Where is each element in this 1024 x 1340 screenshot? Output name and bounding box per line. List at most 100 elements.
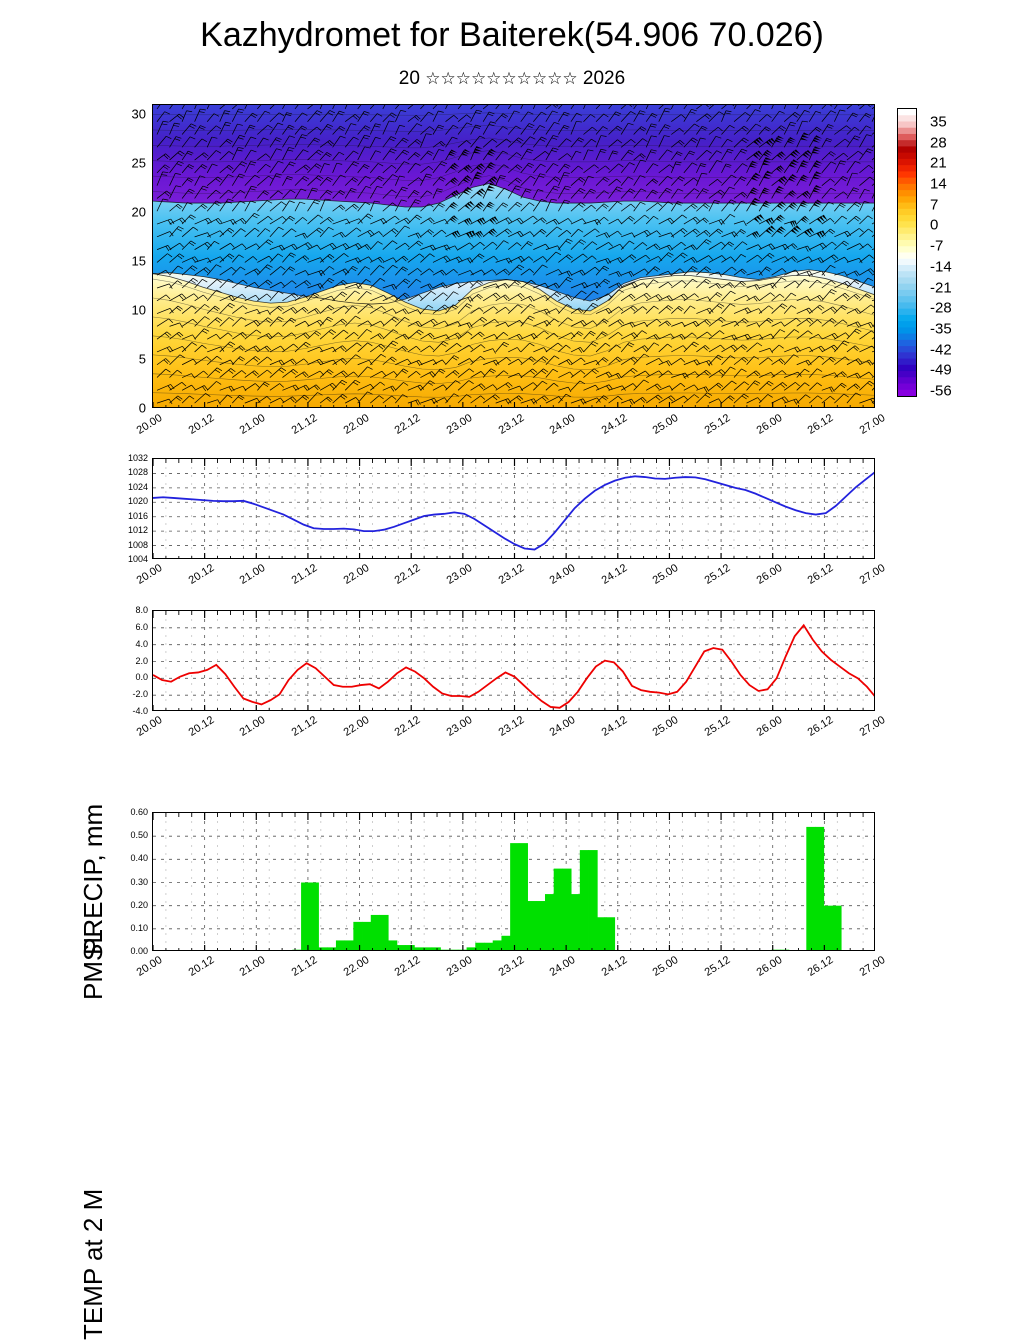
y-axis-tick-label: -2.0 <box>104 689 148 699</box>
x-axis-tick-label: 21.00 <box>238 714 268 739</box>
x-axis-tick-label: 25.00 <box>651 714 681 739</box>
precip-bar <box>606 917 615 951</box>
y-axis-tick-label: 1024 <box>104 482 148 492</box>
cross-section-canvas <box>153 105 875 408</box>
precip-bar <box>432 947 441 951</box>
x-axis-tick-label: 20.00 <box>135 562 165 587</box>
x-axis-tick-label: 20.12 <box>186 562 216 587</box>
precip-bar <box>362 922 371 951</box>
x-axis-tick-label: 26.12 <box>806 562 836 587</box>
precip-bar <box>475 943 484 951</box>
x-axis-tick-label: 24.12 <box>599 412 629 437</box>
x-axis-tick-label: 27.00 <box>858 954 888 979</box>
x-axis-tick-label: 25.12 <box>703 412 733 437</box>
x-axis-tick-label: 27.00 <box>858 714 888 739</box>
precip-bar <box>388 940 397 951</box>
precip-bar <box>580 850 589 951</box>
precip-bar <box>519 843 528 951</box>
cross-section-plot[interactable] <box>152 104 875 408</box>
x-axis-tick-label: 20.12 <box>186 412 216 437</box>
y-axis-tick-label: 0.30 <box>104 877 148 887</box>
y-axis-tick-label: 25 <box>104 155 146 170</box>
y-axis-tick-label: 1032 <box>104 453 148 463</box>
precip-bar <box>824 906 833 951</box>
pmsl-canvas <box>153 459 875 559</box>
x-axis-tick-label: 25.00 <box>651 562 681 587</box>
precip-bar <box>353 922 362 951</box>
precip-bar <box>501 936 510 951</box>
precip-bar <box>345 940 354 951</box>
x-axis-tick-label: 21.12 <box>290 954 320 979</box>
x-axis-tick-label: 26.00 <box>754 714 784 739</box>
precip-bar <box>414 947 423 951</box>
y-axis-tick-label: 1008 <box>104 540 148 550</box>
x-axis-tick-label: 21.00 <box>238 562 268 587</box>
x-axis-tick-label: 25.12 <box>703 562 733 587</box>
precip-bar <box>336 940 345 951</box>
y-axis-tick-label: 0 <box>104 401 146 416</box>
precip-canvas <box>153 813 875 951</box>
x-axis-tick-label: 25.12 <box>703 954 733 979</box>
precip-bar <box>301 883 310 952</box>
precip-bar <box>562 869 571 951</box>
x-axis-tick-label: 24.12 <box>599 714 629 739</box>
x-axis-tick-label: 22.12 <box>393 714 423 739</box>
precip-bar <box>292 950 301 951</box>
x-axis-tick-label: 24.00 <box>548 714 578 739</box>
x-axis-tick-label: 24.00 <box>548 412 578 437</box>
x-axis-tick-label: 26.12 <box>806 412 836 437</box>
y-axis-tick-label: 0.40 <box>104 853 148 863</box>
x-axis-tick-label: 23.12 <box>496 562 526 587</box>
x-axis-tick-label: 21.12 <box>290 562 320 587</box>
precip-bar <box>528 901 537 951</box>
x-axis-tick-label: 24.00 <box>548 562 578 587</box>
x-axis-tick-label: 26.00 <box>754 954 784 979</box>
x-axis-tick-label: 24.12 <box>599 954 629 979</box>
x-axis-tick-label: 21.12 <box>290 412 320 437</box>
meteogram-page: Kazhydromet for Baiterek(54.906 70.026) … <box>0 0 1024 1024</box>
temp-canvas <box>153 611 875 711</box>
precip-bar <box>545 894 554 951</box>
temperature-colorbar[interactable] <box>897 108 917 397</box>
x-axis-tick-label: 24.00 <box>548 954 578 979</box>
x-axis-tick-label: 21.12 <box>290 714 320 739</box>
x-axis-tick-label: 20.00 <box>135 954 165 979</box>
precip-bar <box>832 906 841 951</box>
y-axis-tick-label: 0.50 <box>104 830 148 840</box>
y-axis-tick-label: 0.60 <box>104 807 148 817</box>
precip-bar <box>327 947 336 951</box>
x-axis-tick-label: 27.00 <box>858 562 888 587</box>
y-axis-tick-label: 10 <box>104 302 146 317</box>
x-axis-tick-label: 22.12 <box>393 562 423 587</box>
y-axis-tick-label: 1004 <box>104 554 148 564</box>
x-axis-tick-label: 25.12 <box>703 714 733 739</box>
precip-bar <box>310 883 319 952</box>
x-axis-tick-label: 22.00 <box>341 954 371 979</box>
pmsl-line <box>153 471 875 549</box>
precip-bar <box>371 915 380 951</box>
y-axis-tick-label: 0.20 <box>104 900 148 910</box>
x-axis-tick-label: 23.12 <box>496 954 526 979</box>
precip-bar <box>449 950 458 951</box>
precip-bar <box>510 843 519 951</box>
x-axis-tick-label: 21.00 <box>238 954 268 979</box>
x-axis-tick-label: 24.12 <box>599 562 629 587</box>
x-axis-tick-label: 22.12 <box>393 954 423 979</box>
temp-axis-label: TEMP at 2 M <box>78 1189 109 1340</box>
x-axis-tick-label: 26.00 <box>754 562 784 587</box>
x-axis-tick-label: 20.00 <box>135 714 165 739</box>
x-axis-tick-label: 23.12 <box>496 412 526 437</box>
pmsl-plot[interactable] <box>152 458 875 559</box>
precip-bar <box>806 827 815 951</box>
precip-bar <box>589 850 598 951</box>
precip-bar <box>597 917 606 951</box>
precip-plot[interactable] <box>152 812 875 951</box>
temp-plot[interactable] <box>152 610 875 711</box>
precip-bar <box>571 894 580 951</box>
